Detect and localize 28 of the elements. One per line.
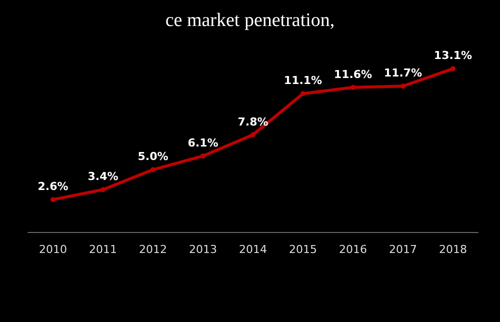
point	[450, 66, 456, 72]
x-tick-label: 2017	[389, 243, 417, 256]
x-tick-label: 2011	[89, 243, 117, 256]
data-label: 5.0%	[138, 150, 168, 164]
data-label: 11.7%	[384, 66, 422, 80]
point	[350, 84, 356, 90]
data-label: 7.8%	[238, 115, 268, 128]
data-label: 11.1%	[284, 74, 322, 88]
point	[250, 132, 256, 138]
x-tick-label: 2010	[39, 243, 67, 256]
data-label: 2.6%	[38, 180, 68, 194]
x-tick-label: 2016	[339, 243, 367, 256]
point	[400, 84, 406, 89]
chart-title: ce market penetration,	[165, 10, 335, 31]
x-tick-label: 2012	[139, 243, 167, 256]
point	[200, 153, 206, 158]
data-label: 3.4%	[88, 170, 118, 184]
point	[50, 197, 56, 202]
point	[100, 187, 106, 192]
x-tick-label: 2013	[189, 243, 217, 256]
point	[150, 167, 156, 172]
data-label: 6.1%	[188, 136, 218, 150]
x-tick-label: 2014	[239, 243, 267, 256]
data-label: 11.6%	[334, 68, 372, 81]
point	[300, 91, 306, 96]
x-tick-label: 2015	[289, 243, 317, 256]
x-tick-label: 2018	[439, 243, 467, 256]
data-label: 13.1%	[434, 49, 472, 62]
